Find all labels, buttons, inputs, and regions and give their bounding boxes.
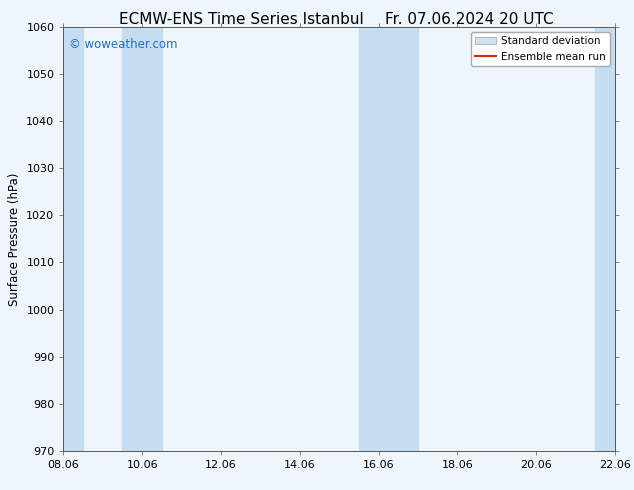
Y-axis label: Surface Pressure (hPa): Surface Pressure (hPa) (8, 172, 21, 306)
Bar (122, 27, 162, 451)
Bar (359, 27, 418, 451)
Text: Fr. 07.06.2024 20 UTC: Fr. 07.06.2024 20 UTC (385, 12, 553, 27)
Bar (595, 27, 615, 451)
Legend: Standard deviation, Ensemble mean run: Standard deviation, Ensemble mean run (470, 32, 610, 66)
Text: © woweather.com: © woweather.com (69, 38, 178, 50)
Bar (63, 27, 83, 451)
Text: ECMW-ENS Time Series Istanbul: ECMW-ENS Time Series Istanbul (119, 12, 363, 27)
